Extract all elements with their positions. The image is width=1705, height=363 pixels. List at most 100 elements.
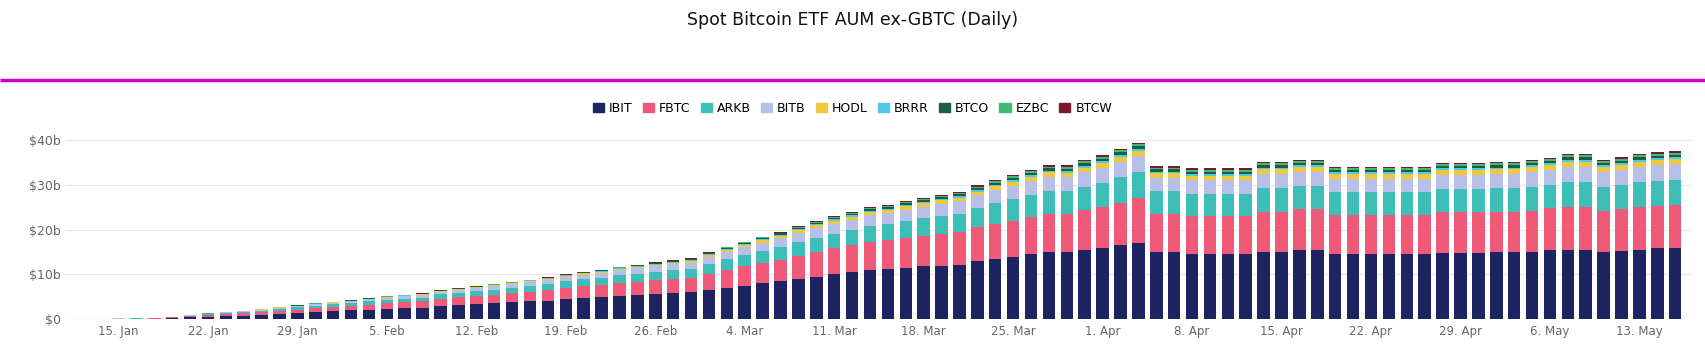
Bar [917, 207, 929, 218]
Bar [810, 224, 822, 225]
Bar [810, 225, 822, 228]
Bar [936, 197, 948, 199]
Bar [1025, 173, 1037, 175]
Bar [917, 266, 929, 319]
Bar [506, 288, 518, 293]
Bar [1008, 178, 1020, 180]
Bar [1096, 207, 1108, 248]
Bar [738, 243, 750, 244]
Bar [344, 301, 358, 303]
Bar [595, 271, 609, 272]
Bar [1292, 250, 1306, 319]
Bar [1149, 174, 1163, 178]
Bar [1347, 174, 1359, 179]
Bar [900, 202, 912, 203]
Bar [953, 197, 965, 201]
Bar [523, 280, 537, 281]
Bar [721, 270, 733, 288]
Bar [793, 228, 805, 229]
Bar [1079, 163, 1091, 166]
Bar [1204, 216, 1216, 254]
Bar [1598, 161, 1610, 163]
Bar [721, 249, 733, 250]
Bar [506, 302, 518, 319]
Bar [1115, 155, 1127, 157]
Bar [237, 313, 251, 315]
Bar [1257, 162, 1270, 163]
Bar [578, 286, 590, 298]
Bar [523, 281, 537, 282]
Bar [1543, 158, 1557, 159]
Bar [667, 263, 679, 264]
Bar [1115, 157, 1127, 162]
Bar [846, 272, 858, 319]
Bar [881, 206, 893, 207]
Bar [1543, 170, 1557, 185]
Bar [1311, 163, 1323, 165]
Bar [1490, 252, 1502, 319]
Bar [1436, 175, 1449, 189]
Bar [614, 270, 626, 276]
Bar [1149, 166, 1163, 168]
Bar [667, 264, 679, 270]
Bar [1275, 168, 1287, 169]
Bar [1025, 171, 1037, 173]
Bar [201, 315, 215, 317]
Bar [292, 306, 303, 307]
Bar [1526, 166, 1538, 167]
Bar [1275, 165, 1287, 168]
Bar [1292, 172, 1306, 186]
Bar [327, 304, 339, 307]
Bar [667, 261, 679, 262]
Bar [542, 279, 554, 280]
Bar [380, 297, 394, 298]
Bar [1257, 163, 1270, 165]
Bar [702, 255, 714, 257]
Bar [1400, 215, 1413, 254]
Bar [738, 286, 750, 319]
Bar [380, 298, 394, 300]
Bar [1096, 183, 1108, 207]
Bar [363, 301, 375, 305]
Bar [667, 260, 679, 261]
Bar [595, 285, 609, 297]
Bar [292, 310, 303, 313]
Bar [1400, 174, 1413, 179]
Bar [685, 293, 697, 319]
Bar [344, 306, 358, 310]
Bar [1400, 192, 1413, 215]
Bar [829, 234, 841, 248]
Bar [1383, 174, 1395, 179]
Bar [201, 317, 215, 319]
Bar [989, 191, 1001, 204]
Bar [1543, 161, 1557, 163]
Bar [1454, 170, 1466, 175]
Bar [846, 220, 858, 230]
Bar [1115, 245, 1127, 319]
Bar [1292, 160, 1306, 161]
Bar [846, 213, 858, 214]
Bar [1507, 188, 1521, 212]
Bar [1257, 252, 1270, 319]
Bar [1132, 144, 1144, 146]
Bar [738, 255, 750, 266]
Bar [1008, 176, 1020, 178]
Bar [1311, 209, 1323, 250]
Bar [1240, 174, 1251, 176]
Bar [1149, 172, 1163, 174]
Bar [1419, 168, 1430, 170]
Bar [1079, 250, 1091, 319]
Bar [452, 293, 465, 297]
Bar [1436, 168, 1449, 170]
Bar [989, 187, 1001, 191]
Bar [846, 216, 858, 220]
Bar [256, 312, 268, 315]
Bar [881, 207, 893, 209]
Bar [1292, 165, 1306, 167]
Bar [1115, 178, 1127, 203]
Bar [864, 207, 876, 208]
Bar [1490, 168, 1502, 169]
Bar [667, 293, 679, 319]
Bar [1096, 155, 1108, 156]
Bar [1096, 163, 1108, 168]
